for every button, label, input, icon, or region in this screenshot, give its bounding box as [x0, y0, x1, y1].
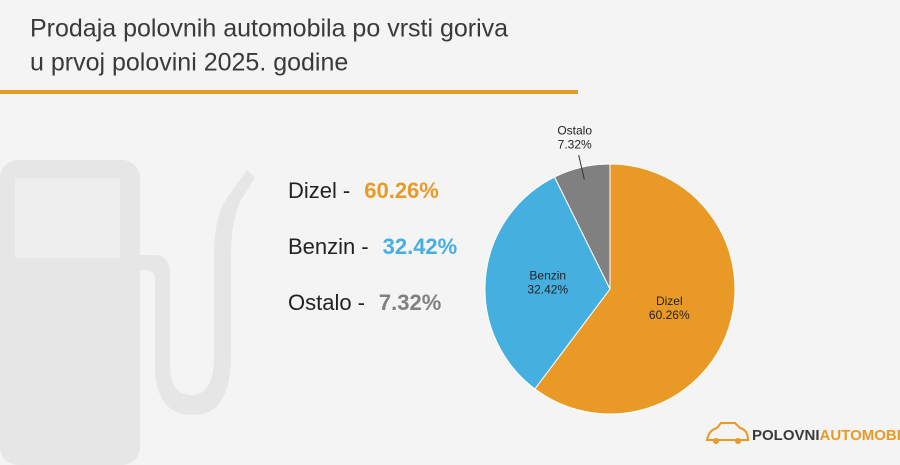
- chart-title: Prodaja polovnih automobila po vrsti gor…: [30, 15, 508, 43]
- leader-line: [578, 155, 585, 180]
- slice-value-label: 7.32%: [558, 137, 592, 151]
- pie-slice: [484, 176, 611, 390]
- brand-part: AUTOMOBILI: [820, 427, 900, 444]
- legend-label: Ostalo: [288, 290, 352, 315]
- legend-separator: -: [361, 234, 368, 259]
- chart-title: u prvoj polovini 2025. godine: [30, 49, 348, 77]
- brand-text: POLOVNIAUTOMOBILI: [752, 427, 900, 444]
- slice-value-label: 32.42%: [527, 282, 568, 296]
- legend-separator: -: [358, 290, 365, 315]
- legend-value: 32.42%: [383, 234, 458, 259]
- legend-entry: Benzin -32.42%: [288, 234, 457, 259]
- legend-label: Benzin: [288, 234, 355, 259]
- legend-value: 60.26%: [364, 178, 439, 203]
- slice-label: Ostalo: [557, 123, 592, 137]
- legend-entry: Dizel -60.26%: [288, 178, 439, 203]
- fuel-pump-icon: [0, 160, 255, 465]
- slice-label: Benzin: [529, 268, 566, 282]
- title-underline: [0, 90, 578, 94]
- brand-part: POLOVNI: [752, 427, 820, 444]
- legend-separator: -: [343, 178, 350, 203]
- pie-slice: [534, 163, 736, 415]
- legend-label: Dizel: [288, 178, 337, 203]
- slice-value-label: 60.26%: [649, 308, 690, 322]
- brand-logo: POLOVNIAUTOMOBILI: [705, 422, 900, 444]
- legend-entry: Ostalo -7.32%: [288, 290, 441, 315]
- slice-label: Dizel: [656, 294, 683, 308]
- legend-value: 7.32%: [379, 290, 441, 315]
